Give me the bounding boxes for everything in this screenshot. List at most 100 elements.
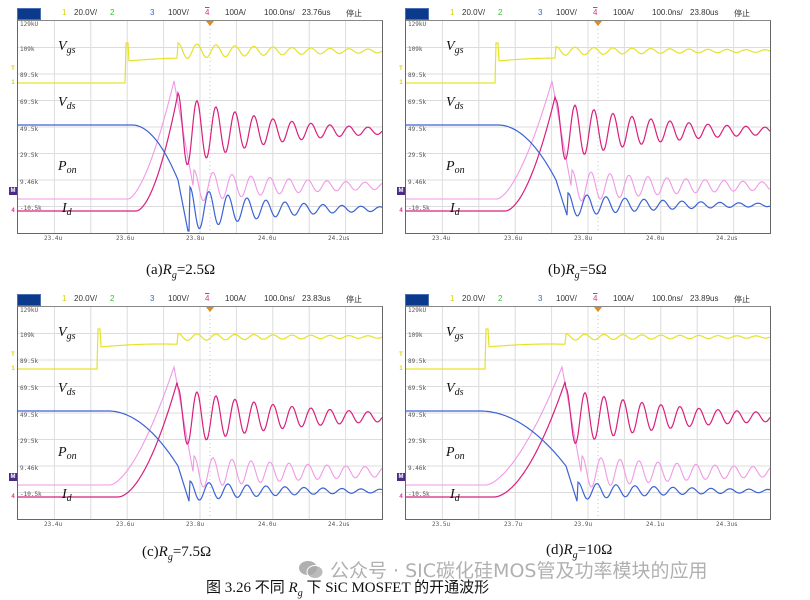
run-status[interactable]: 停止 [734, 9, 750, 18]
run-status[interactable]: 停止 [346, 9, 362, 18]
ch4-indicator[interactable]: 4 [593, 294, 598, 303]
ch3-indicator[interactable]: 3 [538, 8, 543, 17]
signal-label-main: V [446, 381, 455, 396]
math-channel-marker-icon[interactable]: M [9, 187, 17, 195]
y-axis-label: 129kU [20, 21, 39, 28]
x-axis-label: 23.8u [574, 235, 593, 242]
signal-label-pon: Pon [58, 159, 77, 176]
x-axis-label: 23.6u [116, 521, 135, 528]
caption-rg-symbol: R [162, 262, 172, 278]
ch4-marker-icon[interactable]: 4 [11, 208, 15, 214]
scope-menu-button[interactable] [405, 294, 429, 306]
x-axis-label: 23.4u [432, 235, 451, 242]
ch2-indicator[interactable]: 2 [498, 8, 503, 17]
ch1-indicator[interactable]: 1 [62, 8, 67, 17]
math-channel-marker-icon[interactable]: M [9, 473, 17, 481]
signal-label-id: Id [450, 201, 460, 218]
scope-menu-button[interactable] [17, 8, 41, 20]
signal-label-main: I [62, 487, 67, 502]
ch1-indicator[interactable]: 1 [62, 294, 67, 303]
ch4-marker-icon[interactable]: 4 [399, 208, 403, 214]
panel-caption: (b)Rg=5Ω [548, 262, 607, 281]
run-status[interactable]: 停止 [734, 295, 750, 304]
caption-rg-sub: g [167, 552, 173, 563]
ch1-indicator[interactable]: 1 [450, 8, 455, 17]
trigger-delay: 23.83us [302, 294, 331, 303]
scope-panel-c: 1 20.0V/ 2 3 100V/ 4 100A/ 100.0ns/ 23.8… [0, 286, 390, 563]
caption-rg-symbol: R [565, 262, 575, 278]
scope-menu-button[interactable] [17, 294, 41, 306]
y-axis-label: 9.46k [408, 465, 427, 472]
trigger-level-icon[interactable]: T [11, 352, 15, 358]
y-axis-label: 69.5k [20, 99, 39, 106]
ch1-marker-icon[interactable]: 1 [11, 366, 15, 372]
ch1-scale: 20.0V/ [74, 8, 98, 17]
x-axis-label: 23.7u [504, 521, 523, 528]
x-axis-label: 24.0u [258, 235, 277, 242]
x-axis-label: 23.6u [116, 235, 135, 242]
signal-label-main: I [450, 201, 455, 216]
ch4-scale: 100A/ [613, 8, 634, 17]
y-axis-label: 49.5k [408, 126, 427, 133]
ch1-marker-icon[interactable]: 1 [399, 80, 403, 86]
trigger-marker-icon [206, 307, 214, 312]
ch1-indicator[interactable]: 1 [450, 294, 455, 303]
signal-label-vgs: Vgs [58, 39, 75, 56]
waveform-plot [18, 307, 382, 519]
ch4-marker-icon[interactable]: 4 [11, 494, 15, 500]
y-axis-label: 49.5k [408, 412, 427, 419]
scope-header: 1 20.0V/ 2 3 100V/ 4 100A/ 100.0ns/ 23.7… [0, 8, 390, 20]
ch3-indicator[interactable]: 3 [150, 8, 155, 17]
trigger-marker-icon [206, 21, 214, 26]
signal-label-sub: on [66, 165, 77, 176]
y-axis-label: 9.46k [20, 179, 39, 186]
ch2-indicator[interactable]: 2 [498, 294, 503, 303]
timebase: 100.0ns/ [264, 294, 295, 303]
ch4-indicator[interactable]: 4 [593, 8, 598, 17]
scope-menu-button[interactable] [405, 8, 429, 20]
caption-label: (d) [546, 542, 564, 558]
ch1-scale: 20.0V/ [74, 294, 98, 303]
ch4-marker-icon[interactable]: 4 [399, 494, 403, 500]
panel-caption: (d)Rg=10Ω [546, 542, 612, 561]
y-axis-label: 69.5k [408, 385, 427, 392]
math-channel-marker-icon[interactable]: M [397, 187, 405, 195]
ch3-indicator[interactable]: 3 [538, 294, 543, 303]
signal-label-sub: on [66, 451, 77, 462]
waveform-plot [406, 21, 770, 233]
ch2-indicator[interactable]: 2 [110, 8, 115, 17]
ch4-scale: 100A/ [225, 294, 246, 303]
signal-label-main: V [446, 39, 455, 54]
ch3-scale: 100V/ [556, 8, 577, 17]
y-axis-label: 9.46k [408, 179, 427, 186]
ch1-marker-icon[interactable]: 1 [11, 80, 15, 86]
signal-label-vds: Vds [446, 95, 463, 112]
signal-label-sub: gs [66, 45, 76, 56]
caption-label: (a) [146, 262, 163, 278]
ch4-indicator[interactable]: 4 [205, 294, 210, 303]
ch4-indicator[interactable]: 4 [205, 8, 210, 17]
ch3-indicator[interactable]: 3 [150, 294, 155, 303]
y-axis-label: 29.5k [20, 152, 39, 159]
caption-value: =7.5Ω [172, 544, 212, 560]
x-axis-label: 24.2us [328, 235, 350, 242]
timebase: 100.0ns/ [652, 8, 683, 17]
trigger-level-icon[interactable]: T [399, 352, 403, 358]
caption-rg-sub: g [572, 550, 578, 561]
trigger-marker-icon [594, 307, 602, 312]
y-axis-label: 129kU [408, 307, 427, 314]
x-axis-label: 23.8u [186, 521, 205, 528]
ch1-marker-icon[interactable]: 1 [399, 366, 403, 372]
trigger-level-icon[interactable]: T [11, 66, 15, 72]
y-axis-label: -10.5k [20, 205, 42, 212]
trigger-level-icon[interactable]: T [399, 66, 403, 72]
y-axis-label: -10.5k [20, 491, 42, 498]
run-status[interactable]: 停止 [346, 295, 362, 304]
y-axis-label: 69.5k [20, 385, 39, 392]
ch2-indicator[interactable]: 2 [110, 294, 115, 303]
scope-header: 1 20.0V/ 2 3 100V/ 4 100A/ 100.0ns/ 23.8… [388, 8, 778, 20]
signal-label-sub: on [454, 451, 465, 462]
x-axis-label: 23.9u [574, 521, 593, 528]
math-channel-marker-icon[interactable]: M [397, 473, 405, 481]
signal-label-main: V [58, 325, 67, 340]
